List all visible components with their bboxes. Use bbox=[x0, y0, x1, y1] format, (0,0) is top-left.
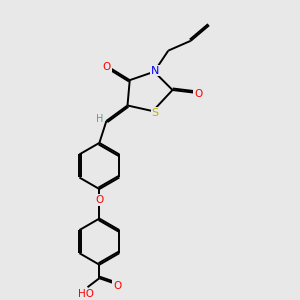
Text: H: H bbox=[96, 114, 103, 124]
Text: S: S bbox=[152, 108, 159, 118]
Text: O: O bbox=[103, 62, 111, 73]
Text: O: O bbox=[95, 195, 103, 205]
Text: O: O bbox=[194, 89, 202, 99]
Text: N: N bbox=[151, 66, 160, 76]
Text: HO: HO bbox=[78, 289, 94, 299]
Text: O: O bbox=[113, 281, 122, 291]
